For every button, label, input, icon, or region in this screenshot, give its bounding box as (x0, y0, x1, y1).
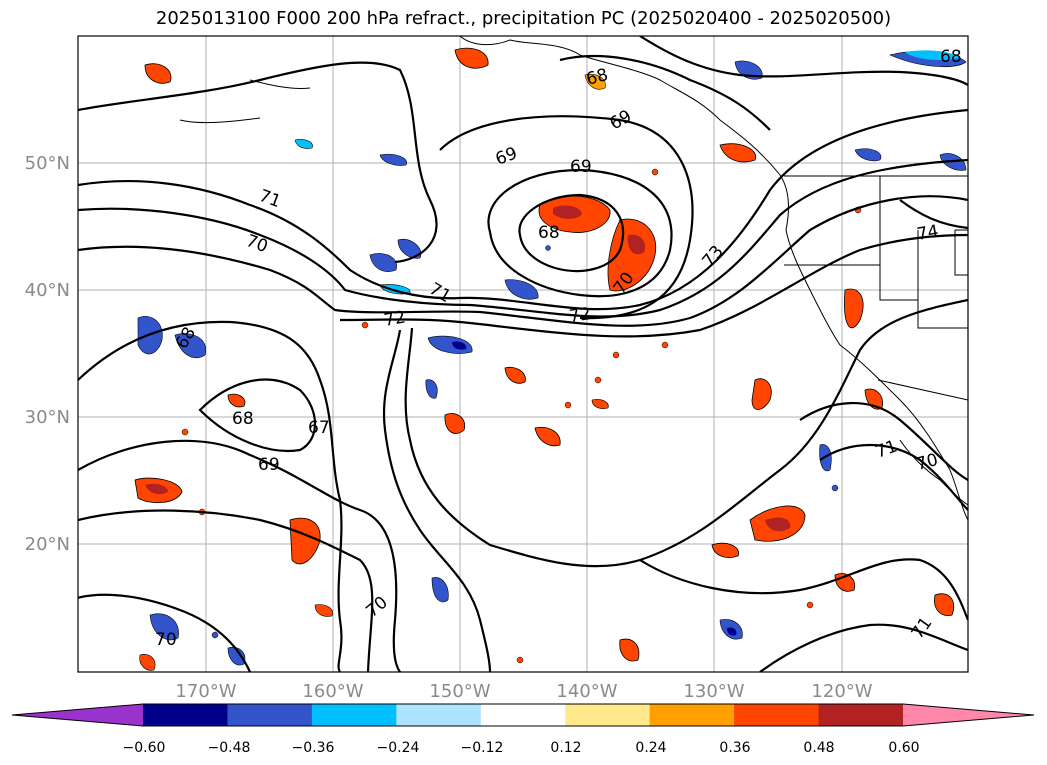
lon-label: 120°W (811, 681, 872, 702)
lon-label: 170°W (175, 681, 236, 702)
contour-label: 68 (232, 409, 254, 429)
colorbar-tick-label: 0.12 (550, 740, 581, 756)
contour-label: 68 (538, 223, 560, 243)
colorbar-extend-high (903, 704, 1034, 726)
colorbar-segment (649, 704, 735, 726)
colorbar-segment (818, 704, 904, 726)
colorbar-segment (565, 704, 651, 726)
colorbar-tick-label: 0.24 (635, 740, 666, 756)
contour-label: 72 (382, 307, 407, 330)
precip-shading (134, 47, 967, 671)
lon-label: 160°W (302, 681, 363, 702)
coastlines (179, 36, 968, 521)
colorbar-tick-label: 0.60 (888, 740, 919, 756)
contour-label: 69 (570, 157, 592, 177)
colorbar-tick-label: −0.48 (208, 740, 251, 756)
map-border (77, 35, 969, 673)
colorbar-segment (396, 704, 482, 726)
contour-label: 68 (940, 47, 962, 67)
lat-label: 30°N (25, 407, 70, 428)
colorbar-tick-label: −0.60 (123, 740, 166, 756)
lon-label: 130°W (683, 681, 744, 702)
lat-label: 20°N (25, 534, 70, 555)
refractivity-contours (78, 36, 968, 672)
colorbar-ticks: −0.60 −0.48 −0.36 −0.24 −0.12 0.12 0.24 … (123, 740, 920, 756)
colorbar-tick-label: −0.24 (377, 740, 420, 756)
colorbar (11, 703, 1035, 727)
colorbar-segment (311, 704, 397, 726)
lon-label: 140°W (556, 681, 617, 702)
colorbar-segment (143, 704, 228, 726)
lon-label: 150°W (429, 681, 490, 702)
lat-label: 50°N (25, 153, 70, 174)
colorbar-segment (480, 704, 566, 726)
colorbar-segment (227, 704, 313, 726)
contour-label: 74 (915, 221, 940, 244)
map-title: 2025013100 F000 200 hPa refract., precip… (155, 8, 892, 29)
colorbar-segment (734, 704, 820, 726)
contour-label: 69 (258, 455, 280, 475)
colorbar-outline (11, 703, 1035, 727)
contour-label: 67 (308, 418, 330, 438)
colorbar-extend-low (12, 704, 143, 726)
contour-label: 72 (568, 304, 592, 327)
contour-label: 70 (155, 630, 177, 650)
colorbar-tick-label: 0.48 (803, 740, 834, 756)
colorbar-tick-label: −0.12 (461, 740, 504, 756)
colorbar-tick-label: −0.36 (292, 740, 335, 756)
map-area (78, 36, 968, 672)
lat-label: 40°N (25, 280, 70, 301)
colorbar-tick-label: 0.36 (719, 740, 750, 756)
